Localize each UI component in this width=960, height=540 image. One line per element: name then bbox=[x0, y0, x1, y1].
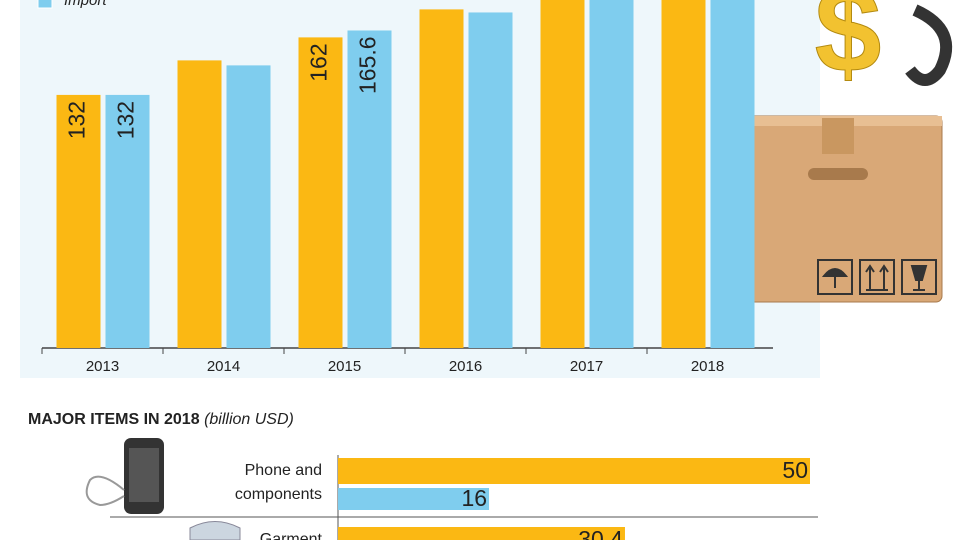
bar bbox=[338, 488, 490, 510]
category-label: Garment bbox=[259, 531, 322, 540]
bar bbox=[419, 9, 464, 348]
legend-swatch bbox=[37, 0, 53, 9]
bar bbox=[226, 65, 271, 348]
bar bbox=[177, 60, 222, 348]
bar bbox=[661, 0, 706, 349]
x-tick-label: 2017 bbox=[570, 358, 603, 375]
bar bbox=[298, 37, 343, 349]
bar bbox=[338, 527, 625, 540]
bar bbox=[338, 458, 810, 484]
title: MAJOR ITEMS IN 2018 bbox=[28, 411, 200, 428]
bar bbox=[468, 12, 513, 349]
value-label: 30.4 bbox=[578, 526, 623, 540]
bar bbox=[589, 0, 634, 348]
bar bbox=[105, 94, 150, 348]
garment-icon bbox=[189, 521, 241, 540]
x-tick-label: 2018 bbox=[691, 358, 724, 375]
subtitle: (billion USD) bbox=[204, 411, 294, 428]
x-tick-label: 2014 bbox=[207, 358, 240, 375]
bar bbox=[540, 0, 585, 349]
section-title: MAJOR ITEMS IN 2018 (billion USD) bbox=[28, 411, 294, 428]
bar bbox=[347, 30, 392, 348]
x-tick-label: 2015 bbox=[328, 358, 361, 375]
value-label: 162 bbox=[306, 43, 332, 81]
value-label: 132 bbox=[113, 101, 139, 139]
bar bbox=[56, 94, 101, 348]
legend-label: Import bbox=[64, 0, 107, 9]
category-label: Phone and components bbox=[234, 462, 322, 503]
svg-text:$: $ bbox=[815, 0, 882, 98]
phone-icon bbox=[85, 438, 164, 514]
bar bbox=[710, 0, 755, 348]
value-label: 50 bbox=[782, 457, 808, 483]
box-illustration: $ bbox=[733, 0, 953, 303]
value-label: 16 bbox=[461, 485, 487, 511]
x-tick-label: 2013 bbox=[86, 358, 119, 375]
value-label: 165.6 bbox=[355, 36, 381, 94]
x-tick-label: 2016 bbox=[449, 358, 482, 375]
value-label: 132 bbox=[64, 101, 90, 139]
